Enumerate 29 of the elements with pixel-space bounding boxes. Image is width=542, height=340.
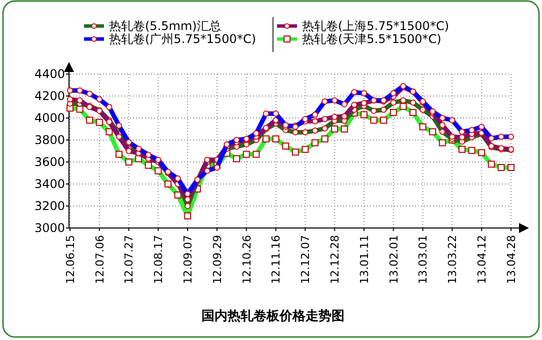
- x-tick-label: 12.08.17: [152, 235, 166, 284]
- y-tick-label: 3600: [34, 155, 65, 170]
- x-tick-label: 12.09.07: [181, 235, 194, 284]
- x-tick-label: 12.07.06: [93, 235, 106, 284]
- x-tick-label: 13.04.12: [475, 235, 488, 284]
- y-tick-label: 3000: [34, 221, 65, 236]
- x-tick-label: 13.02.01: [387, 235, 400, 284]
- x-tick-label: 12.12.28: [328, 235, 342, 284]
- x-tick-label: 12.11.16: [270, 235, 283, 284]
- y-tick-label: 3400: [34, 177, 65, 192]
- y-tick-label: 4400: [34, 67, 65, 82]
- x-tick-label: 12.10.26: [240, 235, 254, 284]
- y-tick-label: 4000: [34, 111, 65, 126]
- y-tick-label: 3200: [34, 199, 65, 214]
- legend-label: 热轧卷(广州5.75*1500*C): [109, 32, 256, 46]
- x-tick-label: 13.03.22: [446, 235, 460, 284]
- legend-label: 热轧卷(5.5mm)汇总: [109, 19, 221, 34]
- y-tick-label: 3800: [34, 133, 65, 148]
- x-tick-label: 12.07.27: [122, 235, 136, 284]
- y-tick-label: 4200: [34, 89, 65, 104]
- x-tick-label: 12.06.15: [64, 235, 77, 284]
- x-tick-label: 13.03.01: [416, 235, 430, 284]
- legend-label: 热轧卷(上海5.75*1500*C): [302, 19, 449, 34]
- x-tick-label: 12.12.07: [299, 235, 312, 284]
- legend-label: 热轧卷(天津5.5*1500*C): [302, 32, 442, 46]
- text: 国内热轧卷板价格走势图: [202, 308, 344, 324]
- x-tick-label: 13.04.28: [504, 235, 518, 284]
- x-tick-label: 13.01.11: [358, 235, 371, 284]
- x-tick-label: 12.09.29: [210, 235, 224, 284]
